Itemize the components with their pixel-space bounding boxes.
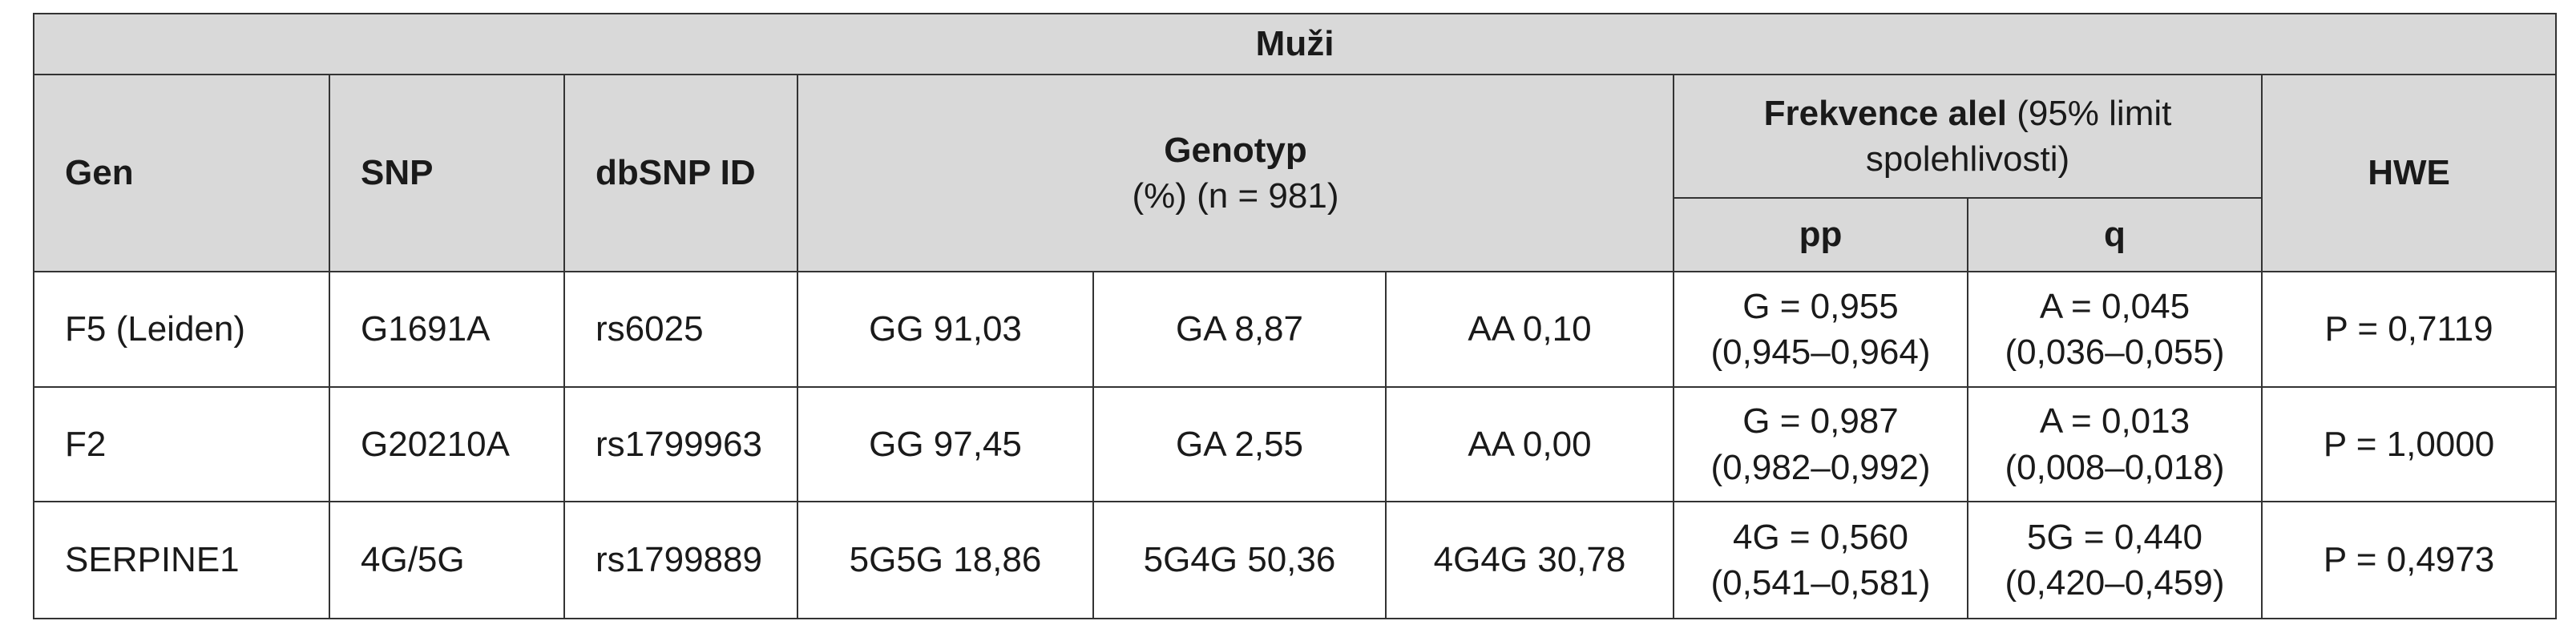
table-cell: 5G5G 18,86 [797, 501, 1094, 619]
cell-line: (0,945–0,964) [1710, 333, 1931, 372]
table-cell: A = 0,045 (0,036–0,055) [1967, 271, 2263, 388]
table-cell: F2 [33, 386, 330, 502]
header-text: Frekvence alel [1763, 93, 2007, 133]
table-cell: 4G/5G [329, 501, 565, 619]
table-cell: rs1799963 [563, 386, 798, 502]
table-cell: 5G = 0,440 (0,420–0,459) [1967, 501, 2263, 619]
cell-line: G = 0,987 [1742, 401, 1899, 441]
header-cell: HWE [2260, 74, 2558, 272]
data-table: Muži Gen SNP dbSNP ID Genotyp (%) (n = 98… [32, 13, 2558, 619]
header-cell: SNP [329, 74, 565, 272]
header-text: Genotyp [1164, 130, 1307, 170]
table-cell: 5G4G 50,36 [1092, 501, 1387, 619]
header-cell: q [1967, 197, 2263, 272]
table-cell: rs6025 [563, 271, 798, 388]
header-subtext: (%) (n = 981) [1132, 176, 1339, 216]
header-cell: Frekvence alel (95% limit spolehlivosti) [1673, 74, 2263, 199]
table-cell: G1691A [329, 271, 565, 388]
cell-line: G = 0,955 [1742, 286, 1899, 326]
table-cell: A = 0,013 (0,008–0,018) [1967, 386, 2263, 502]
table-cell: SERPINE1 [33, 501, 330, 619]
table-title: Muži [32, 13, 2558, 75]
cell-line: (0,420–0,459) [2005, 563, 2225, 603]
table-row: SERPINE1 4G/5G rs1799889 5G5G 18,86 5G4G 50,… [33, 501, 2558, 619]
table-cell: 4G = 0,560 (0,541–0,581) [1673, 501, 1968, 619]
table-cell: 4G4G 30,78 [1385, 501, 1674, 619]
table-cell: G20210A [329, 386, 565, 502]
cell-line: A = 0,045 [2039, 286, 2190, 326]
table-cell: P = 0,4973 [2260, 501, 2558, 619]
table-cell: rs1799889 [563, 501, 798, 619]
cell-line: (0,982–0,992) [1710, 447, 1931, 487]
table-body: F5 (Leiden) G1691A rs6025 GG 91,03 GA 8,87 AA… [33, 271, 2558, 619]
table-cell: P = 0,7119 [2260, 271, 2558, 388]
header-cell: pp [1673, 197, 1968, 272]
table-cell: GA 2,55 [1092, 386, 1387, 502]
header-cell: Gen [33, 74, 330, 272]
table-cell: AA 0,10 [1385, 271, 1674, 388]
header-cell: dbSNP ID [563, 74, 798, 272]
table-cell: GG 91,03 [797, 271, 1094, 388]
cell-line: (0,008–0,018) [2005, 447, 2225, 487]
table-row: F5 (Leiden) G1691A rs6025 GG 91,03 GA 8,87 AA… [33, 271, 2558, 388]
table-cell: P = 1,0000 [2260, 386, 2558, 502]
table-cell: GA 8,87 [1092, 271, 1387, 388]
cell-line: A = 0,013 [2039, 401, 2190, 441]
table-cell: F5 (Leiden) [33, 271, 330, 388]
table-row: F2 G20210A rs1799963 GG 97,45 GA 2,55 AA 0,00… [33, 386, 2558, 502]
cell-line: 5G = 0,440 [2027, 517, 2203, 557]
table-cell: G = 0,987 (0,982–0,992) [1673, 386, 1968, 502]
table-cell: G = 0,955 (0,945–0,964) [1673, 271, 1968, 388]
cell-line: (0,541–0,581) [1710, 563, 1931, 603]
table-cell: GG 97,45 [797, 386, 1094, 502]
cell-line: 4G = 0,560 [1733, 517, 1908, 557]
header-subtext: (95% limit spolehlivosti) [1865, 93, 2172, 179]
cell-line: (0,036–0,055) [2005, 333, 2225, 372]
table-cell: AA 0,00 [1385, 386, 1674, 502]
header-cell: Genotyp (%) (n = 981) [797, 74, 1674, 272]
